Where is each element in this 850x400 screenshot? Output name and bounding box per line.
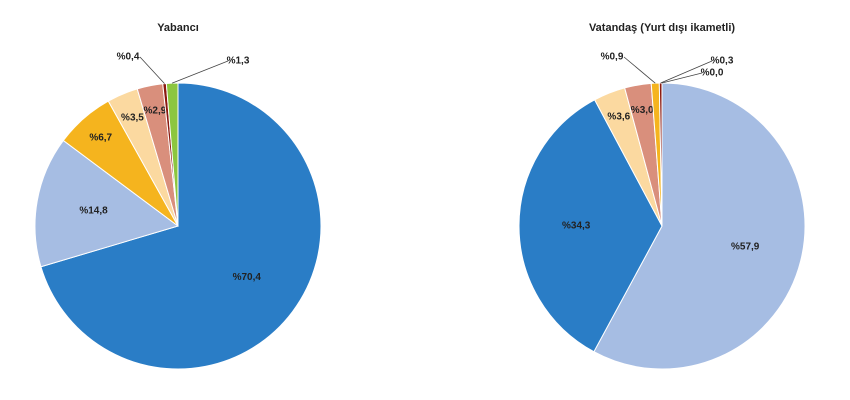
slice-label: %3,6 xyxy=(607,112,630,123)
pie-slice xyxy=(34,139,180,268)
slice-label: %70,4 xyxy=(233,272,262,283)
pie-slice xyxy=(593,82,806,370)
leader-line xyxy=(139,56,165,84)
slice-label: %3,5 xyxy=(121,113,144,124)
leader-line xyxy=(660,60,713,84)
chart-title: Vatandaş (Yurt dışı ikametli) xyxy=(589,22,735,34)
leader-line xyxy=(172,60,229,84)
slice-label: %6,7 xyxy=(89,132,112,143)
slice-label: %1,3 xyxy=(227,56,250,67)
slice-label: %0,9 xyxy=(601,52,624,63)
slice-label: %57,9 xyxy=(731,242,760,253)
slice-label: %0,3 xyxy=(711,56,734,67)
slice-label: %2,9 xyxy=(144,106,167,117)
slice-label: %14,8 xyxy=(79,206,108,217)
slice-label: %0,0 xyxy=(701,68,724,79)
pie-slice xyxy=(40,82,322,370)
slice-label: %3,0 xyxy=(631,105,654,116)
pie-slice xyxy=(518,99,663,353)
leader-line xyxy=(661,72,703,84)
slice-label: %34,3 xyxy=(562,220,591,231)
chart-title: Yabancı xyxy=(157,22,199,34)
slice-label: %0,4 xyxy=(117,52,140,63)
leader-line xyxy=(623,56,656,84)
